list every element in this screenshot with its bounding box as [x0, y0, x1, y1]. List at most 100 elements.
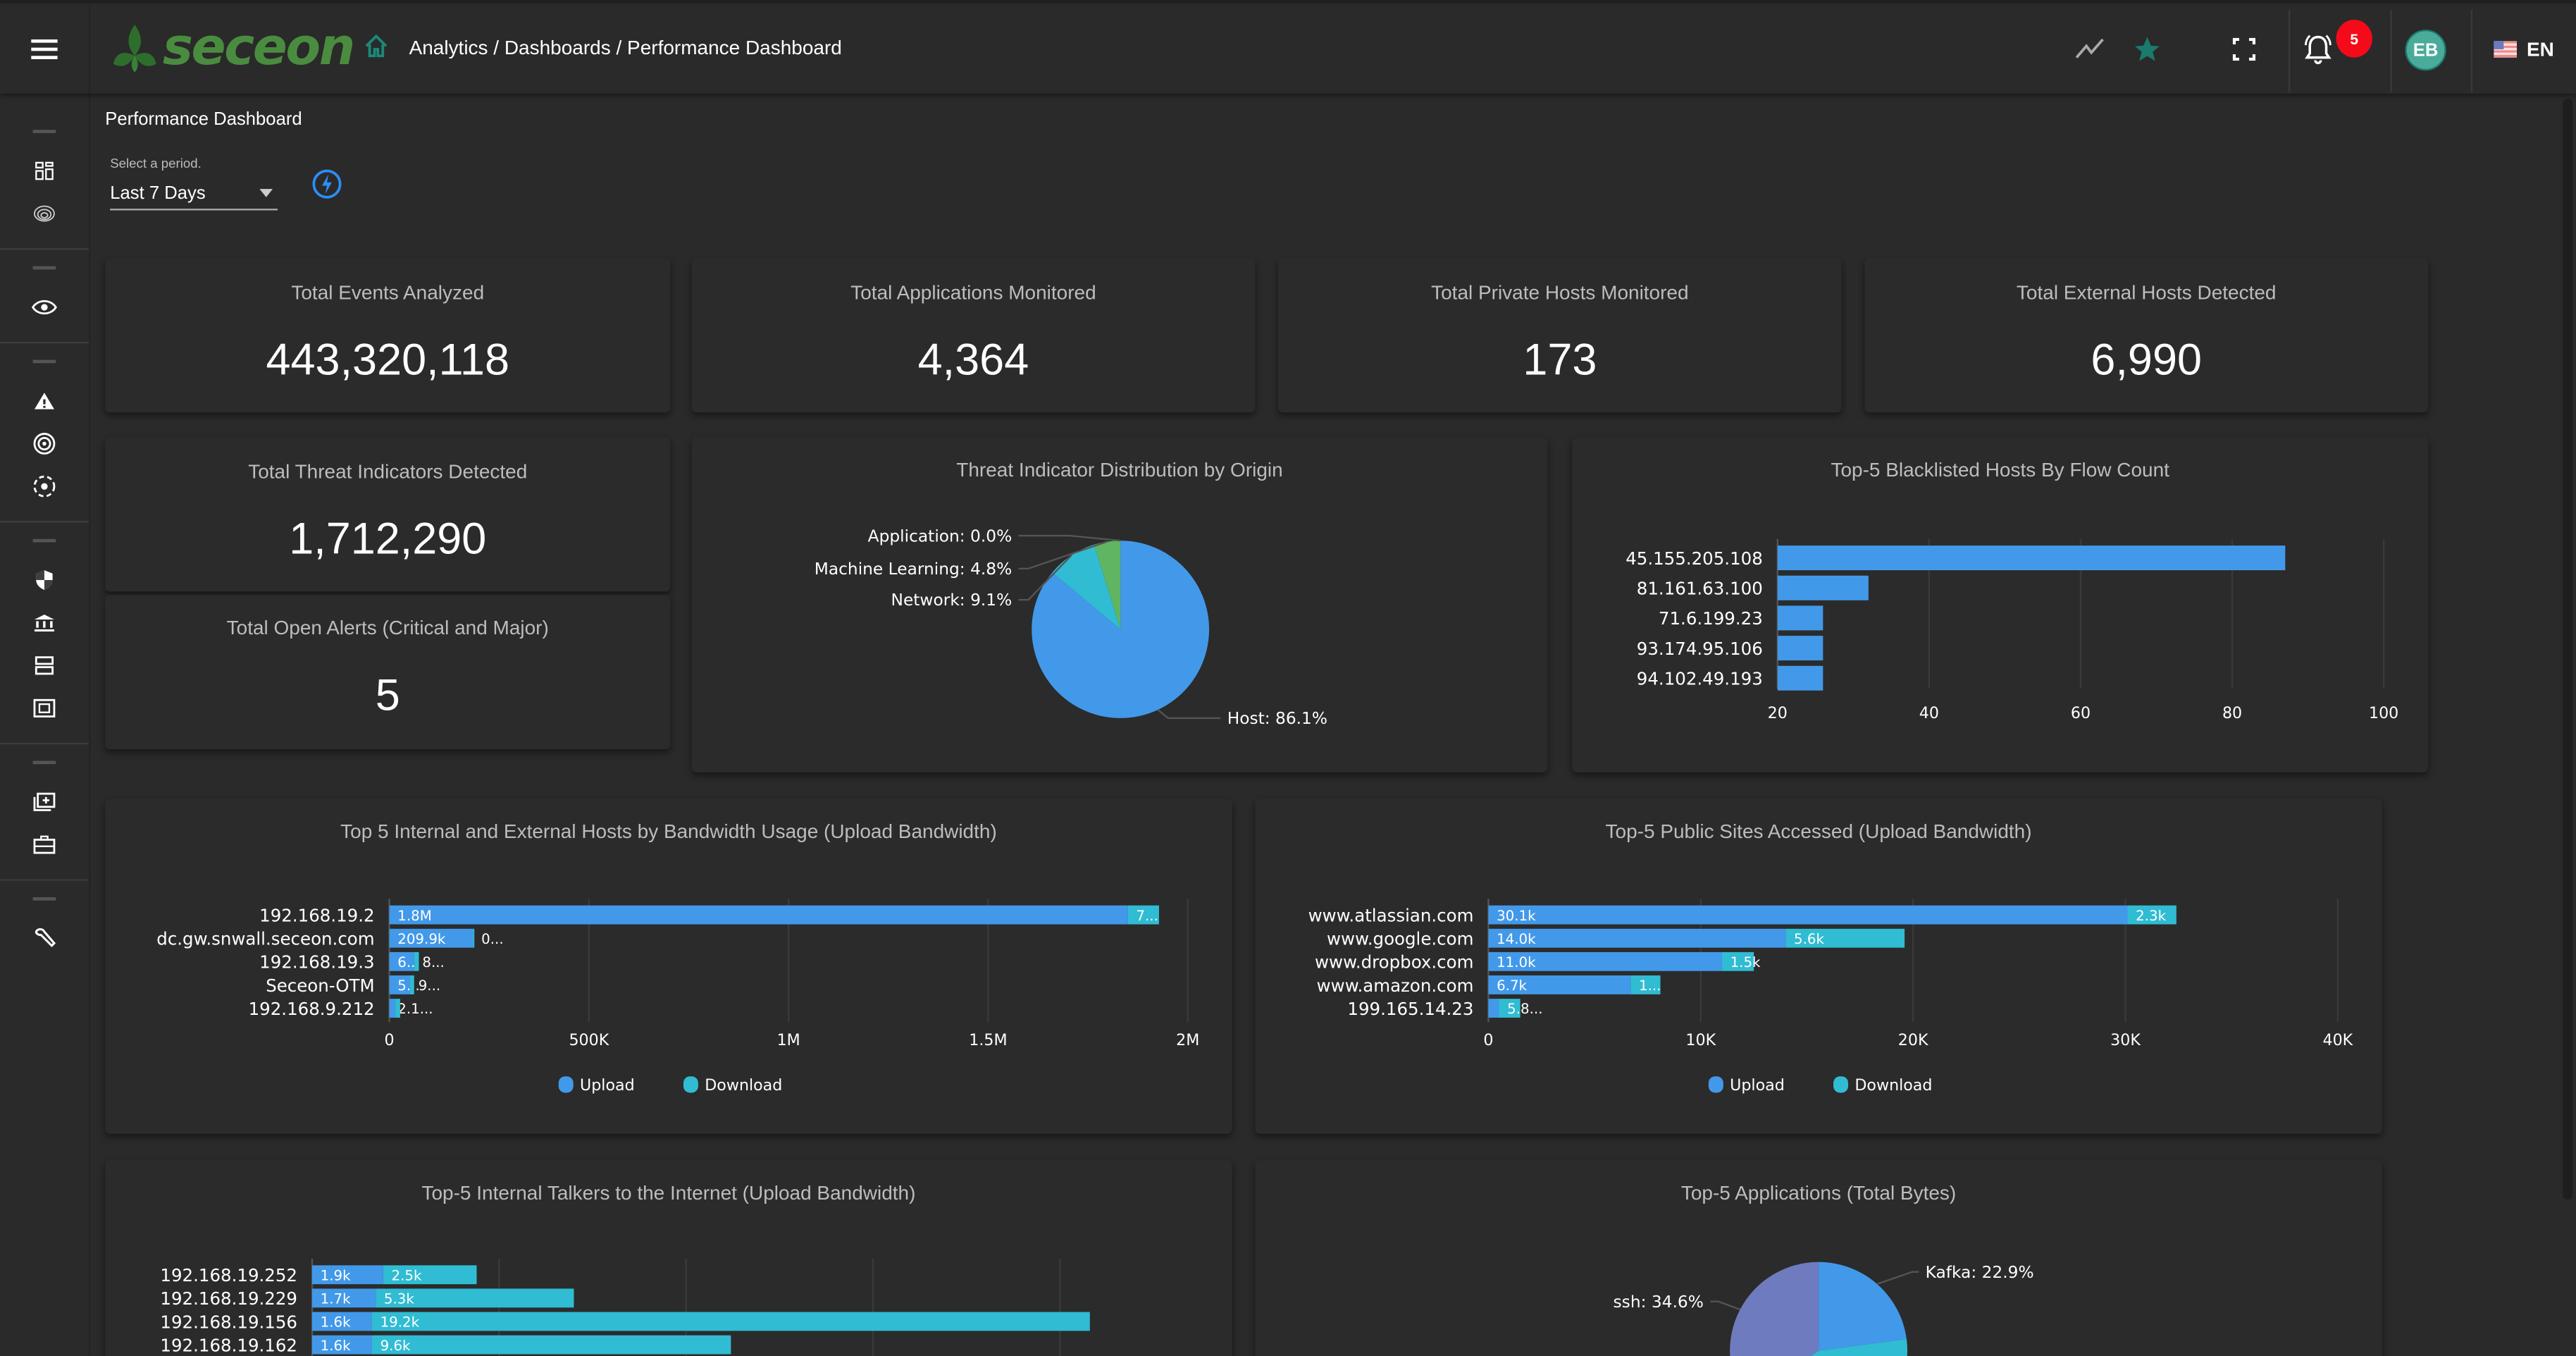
pie-slice — [1730, 1262, 1819, 1356]
stat-card-private-hosts: Total Private Hosts Monitored 173 — [1277, 258, 1842, 413]
page-title: Performance Dashboard — [105, 110, 302, 130]
stat-value: 4,364 — [917, 335, 1029, 385]
notification-bell-icon[interactable] — [2302, 33, 2335, 66]
y-category-label: 45.155.205.108 — [1626, 548, 1763, 569]
notification-count-badge: 5 — [2336, 19, 2372, 58]
warning-icon[interactable] — [20, 380, 69, 423]
chevron-down-icon — [259, 189, 273, 197]
bar-upload — [389, 951, 414, 971]
stat-card-applications: Total Applications Monitored 4,364 — [691, 258, 1256, 413]
language-selector[interactable]: EN — [2494, 38, 2554, 61]
bar-download — [410, 975, 414, 994]
menu-button[interactable] — [0, 3, 91, 94]
bar-download — [383, 1265, 477, 1285]
pie-slice — [1094, 541, 1121, 630]
bank-icon[interactable] — [20, 601, 69, 644]
chart-card-blacklisted-hosts: Top-5 Blacklisted Hosts By Flow Count 20… — [1572, 437, 2429, 772]
bar-value-label: 7... — [1136, 908, 1158, 924]
group-divider — [32, 897, 56, 901]
x-tick-label: 40 — [1919, 704, 1939, 722]
eye-icon[interactable] — [20, 286, 69, 329]
bar-download — [371, 1335, 731, 1355]
legend-label-download: Download — [705, 1076, 782, 1095]
y-category-label: 192.168.9.212 — [249, 999, 375, 1019]
bar-upload — [1488, 951, 1722, 971]
period-dropdown[interactable]: Last 7 Days — [110, 178, 278, 211]
period-label: Select a period. — [110, 156, 202, 171]
add-box-icon[interactable] — [20, 781, 69, 824]
bar-value-label: 9... — [419, 978, 440, 994]
bar-value-label: 2.1... — [397, 1001, 433, 1017]
dashboard-grid-icon[interactable] — [20, 149, 69, 192]
x-tick-label: 60 — [2071, 704, 2091, 722]
bar-value-label: 0... — [481, 931, 503, 947]
breadcrumb[interactable]: Analytics / Dashboards / Performance Das… — [409, 36, 842, 59]
bar-value-label: 1.9k — [321, 1267, 351, 1283]
target-icon[interactable] — [20, 465, 69, 508]
seceon-logo[interactable]: seceon — [110, 18, 355, 78]
bar-upload — [312, 1265, 383, 1285]
bar-value-label: 1.6k — [321, 1314, 351, 1331]
scrollbar-thumb[interactable] — [2563, 98, 2573, 1200]
policy-icon[interactable] — [20, 687, 69, 730]
stat-title: Total Applications Monitored — [850, 281, 1096, 304]
home-icon[interactable] — [363, 33, 389, 59]
stat-value: 1,712,290 — [289, 514, 487, 564]
pie-leader-line — [1018, 541, 1108, 569]
bar-value-label: 209.9k — [397, 931, 446, 947]
chart-title: Top-5 Public Sites Accessed (Upload Band… — [1605, 820, 2032, 844]
shield-icon[interactable] — [20, 559, 69, 602]
bar-upload — [312, 1288, 376, 1308]
chart-card-top-applications: Top-5 Applications (Total Bytes) Kafka: … — [1255, 1160, 2382, 1356]
wrench-icon[interactable] — [20, 917, 69, 960]
trend-icon[interactable] — [2073, 33, 2106, 66]
logo-text: seceon — [162, 18, 355, 78]
stat-title: Total Open Alerts (Critical and Major) — [226, 616, 549, 639]
stat-value: 443,320,118 — [266, 335, 509, 385]
radar-icon[interactable] — [20, 422, 69, 465]
bar — [1777, 546, 2286, 571]
stat-title: Total Private Hosts Monitored — [1431, 281, 1689, 304]
x-tick-label: 0 — [385, 1031, 395, 1049]
bar — [1777, 605, 1823, 631]
threat-origin-pie-chart: Host: 86.1% Network: 9.1% Machine Learning… — [815, 526, 1327, 728]
top-bar: seceon Analytics / Dashboards / Performa… — [0, 0, 2576, 94]
chart-title: Threat Indicator Distribution by Origin — [956, 458, 1283, 482]
bar — [1777, 575, 1869, 600]
y-category-label: 192.168.19.3 — [259, 952, 374, 973]
bar-value-label: 1.5k — [1730, 954, 1761, 970]
x-tick-label: 0 — [1483, 1031, 1493, 1049]
legend-label-upload: Upload — [1730, 1076, 1785, 1095]
pie-slice — [1819, 1262, 1907, 1351]
stat-card-threat-indicators: Total Threat Indicators Detected 1,712,2… — [105, 437, 671, 592]
divider — [2390, 9, 2392, 92]
chart-card-internal-talkers: Top-5 Internal Talkers to the Internet (… — [105, 1160, 1232, 1356]
divider — [2470, 9, 2473, 92]
bar-value-label: 11.0k — [1497, 954, 1536, 970]
toolbox-icon[interactable] — [20, 823, 69, 866]
stat-title: Total Events Analyzed — [291, 281, 485, 304]
refresh-lightning-icon[interactable] — [311, 168, 344, 201]
pie-label: ssh: 34.6% — [1614, 1293, 1704, 1312]
pie-leader-line — [1018, 555, 1072, 601]
fullscreen-icon[interactable] — [2228, 33, 2261, 66]
legend-swatch-upload — [1708, 1076, 1723, 1093]
stat-card-open-alerts: Total Open Alerts (Critical and Major) 5 — [105, 595, 671, 750]
stat-value: 173 — [1523, 335, 1597, 385]
bar-upload — [389, 975, 411, 994]
favorite-star-icon[interactable] — [2131, 33, 2164, 66]
x-tick-label: 20 — [1768, 704, 1788, 722]
y-category-label: 199.165.14.23 — [1347, 999, 1473, 1019]
bar-upload — [1488, 905, 2128, 925]
group-divider — [32, 266, 56, 270]
sidebar-group — [0, 744, 89, 881]
bar-download — [1499, 999, 1521, 1018]
bar-upload — [312, 1335, 372, 1355]
fingerprint-icon[interactable] — [20, 192, 69, 235]
user-avatar[interactable]: EB — [2405, 29, 2446, 71]
bar-upload — [1488, 928, 1786, 948]
y-category-label: www.dropbox.com — [1315, 952, 1473, 973]
server-icon[interactable] — [20, 644, 69, 687]
bar-upload — [1488, 999, 1499, 1018]
pie-slice — [1811, 1339, 1907, 1356]
